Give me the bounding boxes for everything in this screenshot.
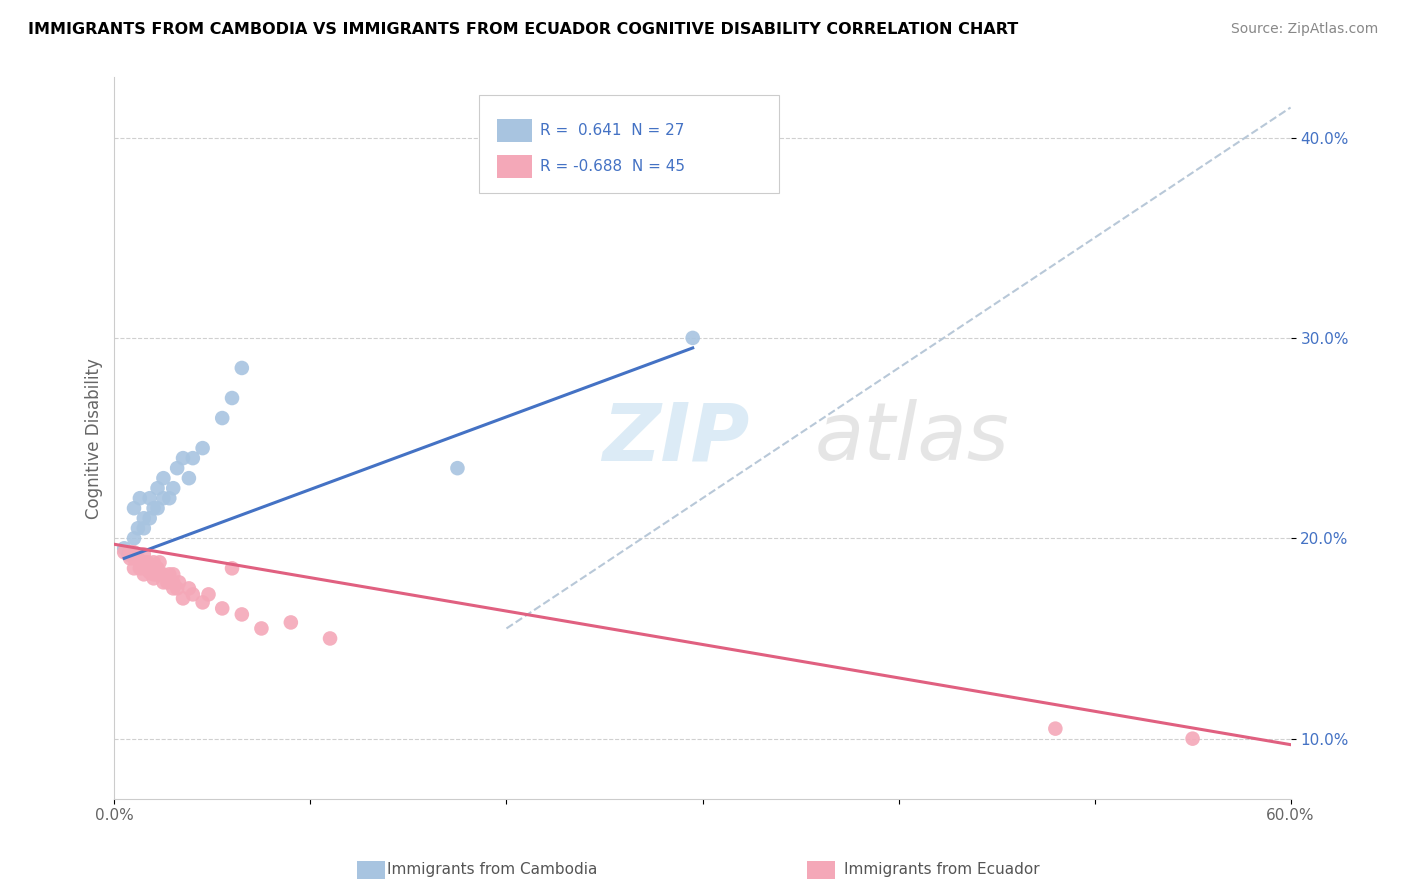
Point xyxy=(112,545,135,559)
Text: Immigrants from Cambodia: Immigrants from Cambodia xyxy=(387,863,598,877)
Point xyxy=(112,541,135,556)
Point xyxy=(138,559,160,574)
Point xyxy=(122,501,145,516)
Point xyxy=(191,441,214,455)
Text: IMMIGRANTS FROM CAMBODIA VS IMMIGRANTS FROM ECUADOR COGNITIVE DISABILITY CORRELA: IMMIGRANTS FROM CAMBODIA VS IMMIGRANTS F… xyxy=(28,22,1018,37)
Point xyxy=(128,555,150,569)
Point xyxy=(221,561,243,575)
Point xyxy=(162,481,184,495)
Point xyxy=(156,575,179,590)
Point xyxy=(142,571,165,585)
Point xyxy=(132,511,155,525)
FancyBboxPatch shape xyxy=(496,154,531,178)
Point xyxy=(197,587,219,601)
Point xyxy=(157,567,180,582)
Point xyxy=(167,575,190,590)
Point xyxy=(211,411,233,425)
Point xyxy=(142,561,165,575)
Point xyxy=(172,591,194,606)
Point xyxy=(138,566,160,580)
Point xyxy=(446,461,468,475)
Point xyxy=(152,567,174,582)
Point xyxy=(132,521,155,535)
Point xyxy=(146,481,169,495)
Point xyxy=(1045,722,1067,736)
Point xyxy=(162,575,184,590)
Point xyxy=(138,511,160,525)
Point xyxy=(162,582,184,596)
Point xyxy=(146,567,169,582)
Point xyxy=(122,561,145,575)
Point xyxy=(142,555,165,569)
Point xyxy=(122,545,145,559)
Point xyxy=(132,561,155,575)
Point xyxy=(132,555,155,569)
Text: R = -0.688  N = 45: R = -0.688 N = 45 xyxy=(540,159,685,174)
Point xyxy=(166,582,188,596)
FancyBboxPatch shape xyxy=(479,95,779,193)
Point xyxy=(177,471,200,485)
Point xyxy=(152,471,174,485)
Point xyxy=(682,331,704,345)
Point xyxy=(142,501,165,516)
Point xyxy=(250,622,273,636)
Point xyxy=(128,491,150,506)
Point xyxy=(191,595,214,609)
Point xyxy=(120,545,142,559)
Point xyxy=(162,567,184,582)
Point xyxy=(146,501,169,516)
Point xyxy=(138,491,160,506)
Point xyxy=(221,391,243,405)
Point xyxy=(117,547,139,561)
Point xyxy=(122,551,145,566)
Point xyxy=(120,551,142,566)
Point xyxy=(127,551,149,566)
Point xyxy=(166,461,188,475)
Point xyxy=(280,615,302,630)
Point xyxy=(132,567,155,582)
Text: ZIP: ZIP xyxy=(603,399,749,477)
Point xyxy=(127,521,149,535)
Text: Source: ZipAtlas.com: Source: ZipAtlas.com xyxy=(1230,22,1378,37)
Point xyxy=(148,555,170,569)
Point xyxy=(181,451,204,466)
Point xyxy=(132,547,155,561)
Point xyxy=(157,491,180,506)
Point xyxy=(231,361,253,376)
Text: atlas: atlas xyxy=(814,399,1010,477)
Text: Immigrants from Ecuador: Immigrants from Ecuador xyxy=(844,863,1040,877)
Point xyxy=(177,582,200,596)
Point xyxy=(128,561,150,575)
Point xyxy=(122,531,145,545)
Text: R =  0.641  N = 27: R = 0.641 N = 27 xyxy=(540,122,685,137)
Point xyxy=(231,607,253,622)
Point xyxy=(152,491,174,506)
Point xyxy=(181,587,204,601)
Point xyxy=(1181,731,1204,746)
Y-axis label: Cognitive Disability: Cognitive Disability xyxy=(86,358,103,518)
Point xyxy=(136,555,159,569)
Point xyxy=(142,567,165,582)
Point xyxy=(211,601,233,615)
Point xyxy=(172,451,194,466)
Point xyxy=(152,575,174,590)
Point xyxy=(319,632,342,646)
Point xyxy=(146,561,169,575)
FancyBboxPatch shape xyxy=(496,119,531,142)
